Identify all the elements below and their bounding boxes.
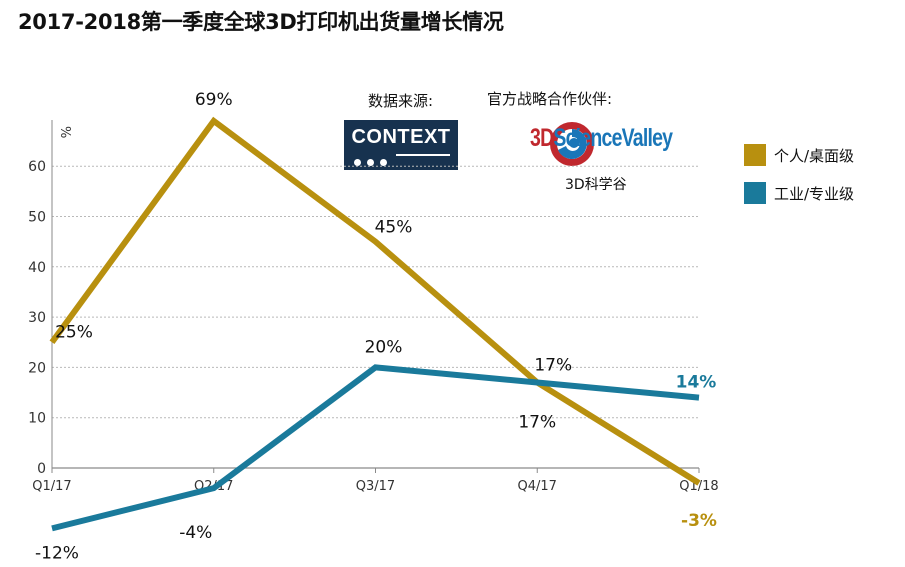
data-label-personal: 45%: [375, 218, 413, 238]
science-valley-logo-mark: [550, 122, 594, 166]
series-line-industrial: [51, 364, 700, 532]
science-valley-logo-name: ScienceValley: [553, 124, 673, 152]
x-tick-label: Q4/17: [518, 479, 557, 494]
page-title: 2017-2018第一季度全球3D打印机出货量增长情况: [18, 10, 504, 34]
data-label-industrial: -4%: [179, 523, 212, 543]
context-logo-dots: [354, 151, 393, 170]
legend-label-personal: 个人/桌面级: [774, 147, 855, 165]
data-label-personal: -3%: [681, 511, 717, 531]
legend-swatch-industrial: [744, 182, 766, 204]
partner-label: 官方战略合作伙伴:: [487, 90, 613, 108]
data-label-industrial: -12%: [35, 543, 79, 563]
context-logo: CONTEXT: [344, 120, 458, 170]
data-label-industrial: 17%: [518, 412, 556, 432]
legend-swatch-personal: [744, 144, 766, 166]
science-valley-subtitle: 3D科学谷: [565, 177, 627, 193]
science-valley-logo-3d: 3D: [530, 124, 554, 152]
y-tick-label: 0: [37, 461, 46, 477]
context-logo-text: CONTEXT: [351, 126, 451, 148]
legend-label-industrial: 工业/专业级: [774, 185, 855, 203]
data-label-personal: 25%: [55, 322, 93, 342]
y-tick-label: 60: [28, 159, 46, 175]
x-tick-label: Q3/17: [356, 479, 395, 494]
y-tick-label: 50: [28, 210, 46, 226]
data-label-industrial: 14%: [676, 373, 717, 393]
y-tick-label: 10: [28, 411, 46, 427]
science-valley-logo-text: 3DScienceValley: [530, 124, 673, 153]
data-label-personal: 17%: [534, 355, 572, 375]
data-label-industrial: 20%: [365, 337, 403, 357]
y-tick-label: 20: [28, 360, 46, 376]
y-axis-unit-label: %: [57, 126, 72, 138]
y-tick-label: 30: [28, 310, 46, 326]
x-tick-label: Q1/17: [32, 479, 71, 494]
x-tick-label: Q1/18: [679, 479, 718, 494]
data-source-label: 数据来源:: [368, 92, 434, 110]
data-label-personal: 69%: [195, 90, 233, 110]
context-logo-dash: [396, 154, 450, 156]
series-line-personal: [49, 116, 701, 486]
y-tick-label: 40: [28, 260, 46, 276]
